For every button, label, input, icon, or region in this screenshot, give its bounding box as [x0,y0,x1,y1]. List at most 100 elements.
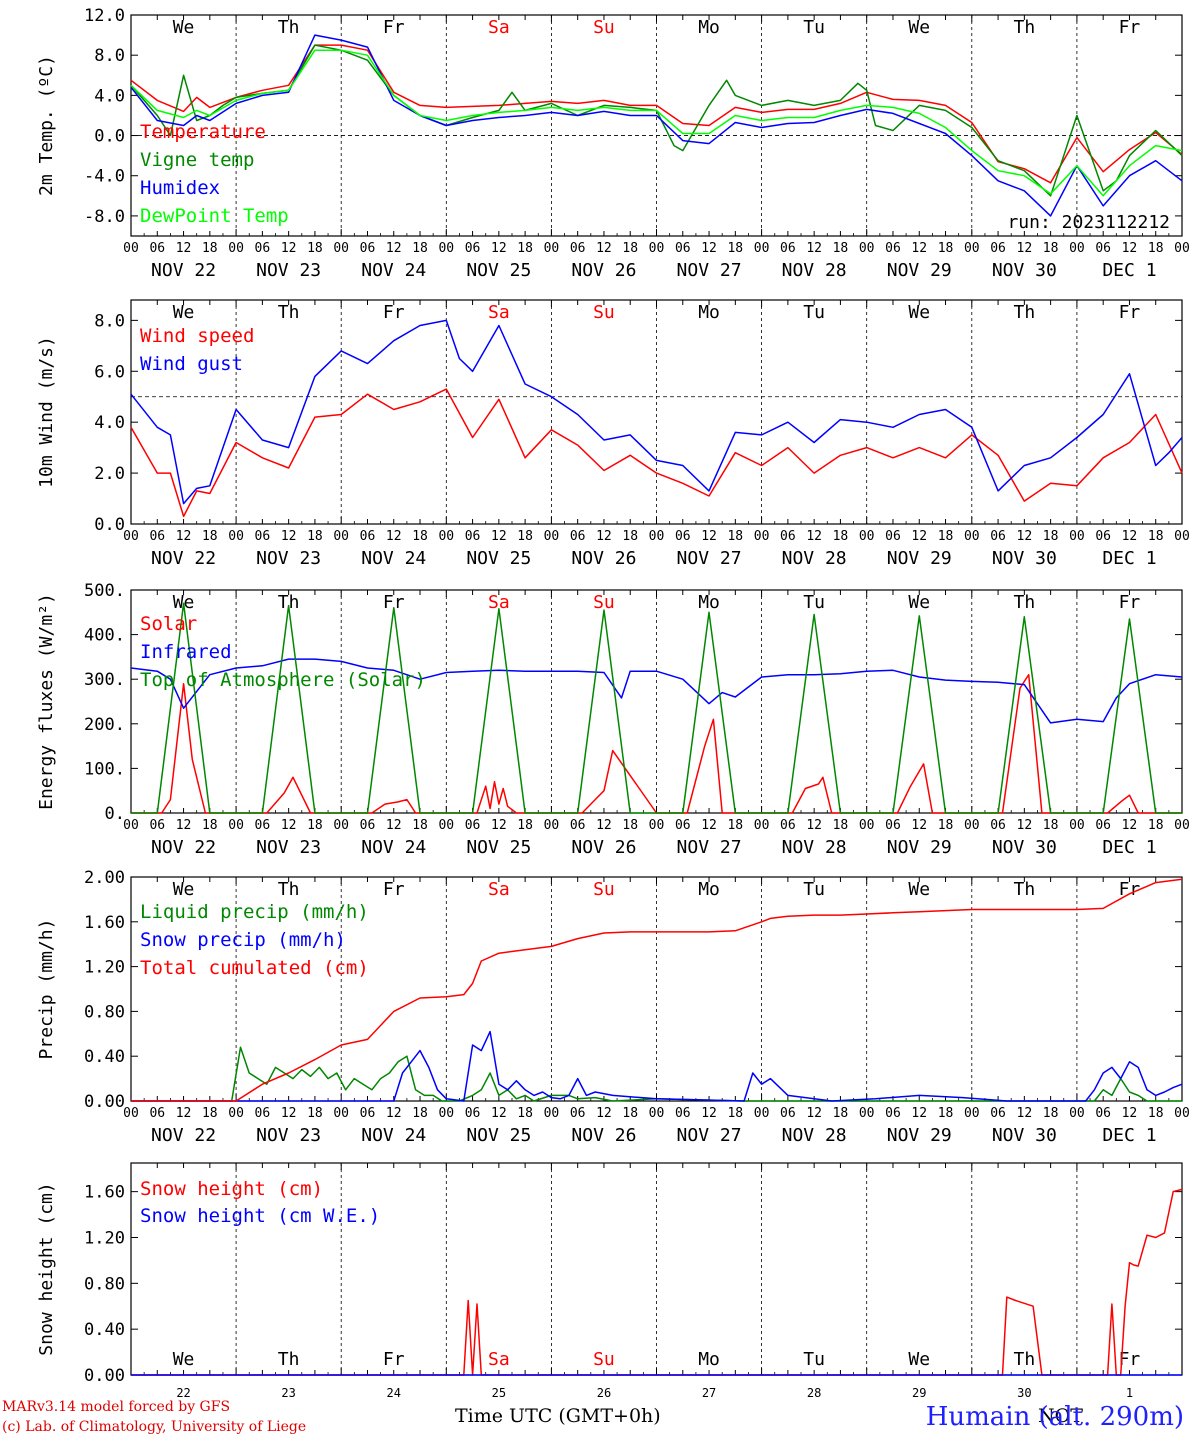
weekday-label: Fr [383,592,405,613]
hour-tick-label: 12 [1122,818,1138,833]
date-label: NOV 23 [256,1125,321,1146]
weekday-label: Th [1014,302,1036,323]
y-tick-label: 0. [105,804,125,824]
hour-tick-label: 12 [491,1106,507,1121]
y-tick-label: 8.0 [94,46,125,66]
hour-tick-label: 06 [149,241,165,256]
y-tick-label: 0.00 [84,1092,125,1112]
weekday-label: We [908,17,930,38]
weekday-label: Fr [383,1349,405,1370]
hour-tick-label: 00 [649,818,665,833]
series-line [131,878,1183,1102]
date-label: NOV 29 [887,1125,952,1146]
hour-tick-label: 12 [281,1106,297,1121]
date-label: NOV 30 [992,1125,1057,1146]
hour-tick-label: 06 [465,529,481,544]
hour-tick-label: 18 [622,241,638,256]
hour-tick-label: 00 [228,1106,244,1121]
hour-tick-label: 18 [1148,529,1164,544]
hour-tick-label: 18 [727,818,743,833]
y-tick-label: 0.0 [94,127,125,147]
date-label: NOV 23 [256,548,321,569]
series-line [130,388,1183,518]
time-axis-title: Time UTC (GMT+0h) NOT [455,1405,1083,1427]
hour-tick-label: 00 [1069,241,1085,256]
series-line [131,602,1182,814]
hour-tick-label: 00 [123,818,139,833]
hour-tick-label: 06 [675,818,691,833]
weekday-label: Fr [1119,302,1141,323]
hour-tick-label: 00 [964,529,980,544]
legend-entry: DewPoint Temp [140,205,289,227]
hour-tick-label: 00 [1069,1106,1085,1121]
hour-tick-label: 00 [228,529,244,544]
y-tick-label: 100. [84,759,125,779]
hour-tick-label: 00 [649,241,665,256]
hour-tick-label: 06 [465,241,481,256]
hour-tick-label: 18 [622,818,638,833]
date-label: NOV 22 [151,837,216,858]
credit-lab: (c) Lab. of Climatology, University of L… [2,1419,307,1435]
hour-tick-label: 06 [990,1106,1006,1121]
y-tick-label: 1.60 [84,913,125,933]
weekday-label: Th [278,1349,300,1370]
hour-tick-label: 06 [255,241,271,256]
hour-tick-label: 18 [307,1106,323,1121]
hour-tick-label: 06 [780,529,796,544]
weekday-label: Su [593,302,615,323]
hour-tick-label: 18 [622,529,638,544]
y-axis-title: 2m Temp. (ºC) [36,55,57,196]
hour-tick-label: 06 [360,1106,376,1121]
date-label: NOV 22 [151,548,216,569]
weekday-label: Th [1014,592,1036,613]
hour-tick-label: 00 [333,529,349,544]
series-line [131,673,1182,814]
weekday-label: We [908,592,930,613]
hour-tick-label: 18 [412,818,428,833]
hour-tick-label: 06 [990,818,1006,833]
hour-tick-label: 18 [1043,529,1059,544]
hour-tick-label: 06 [780,818,796,833]
legend-entry: Humidex [140,177,220,199]
hour-tick-label: 00 [123,1106,139,1121]
hour-tick-label: 06 [149,818,165,833]
y-tick-label: -8.0 [84,207,125,227]
hour-tick-label: 06 [990,529,1006,544]
hour-tick-label: 06 [1095,818,1111,833]
hour-tick-label: 12 [701,1106,717,1121]
hour-tick-label: 18 [1043,818,1059,833]
hour-tick-label: 12 [176,1106,192,1121]
hour-tick-label: 12 [596,241,612,256]
weekday-label: Mo [698,302,720,323]
hour-tick-label: 00 [964,241,980,256]
hour-tick-label: 12 [491,529,507,544]
date-label: NOV 22 [151,260,216,281]
hour-tick-label: 00 [123,241,139,256]
hour-tick-label: 00 [754,241,770,256]
hour-tick-label: 18 [202,1106,218,1121]
series-line [130,34,1183,217]
hour-tick-label: 06 [885,818,901,833]
hour-tick-label: 18 [517,241,533,256]
hour-tick-label: 18 [307,818,323,833]
weekday-label: Mo [698,1349,720,1370]
date-label: NOV 27 [677,837,742,858]
weekday-label: Th [278,302,300,323]
hour-tick-label: 12 [281,529,297,544]
hour-tick-label: 00 [544,1106,560,1121]
weekday-label: Fr [383,879,405,900]
date-label: NOV 26 [571,1125,636,1146]
hour-tick-label: 00 [1174,241,1190,256]
hour-tick-label: 00 [1174,1106,1190,1121]
hour-tick-label: 06 [360,529,376,544]
y-tick-label: 0.80 [84,1002,125,1022]
date-label: NOV 23 [256,260,321,281]
hour-tick-label: 12 [176,529,192,544]
hour-tick-label: 00 [964,1106,980,1121]
hour-tick-label: 00 [859,529,875,544]
weekday-label: Su [593,1349,615,1370]
date-label: NOV 29 [887,548,952,569]
legend-entry: Snow height (cm W.E.) [140,1205,380,1227]
y-tick-label: 0.0 [94,515,125,535]
hour-tick-label: 12 [491,241,507,256]
